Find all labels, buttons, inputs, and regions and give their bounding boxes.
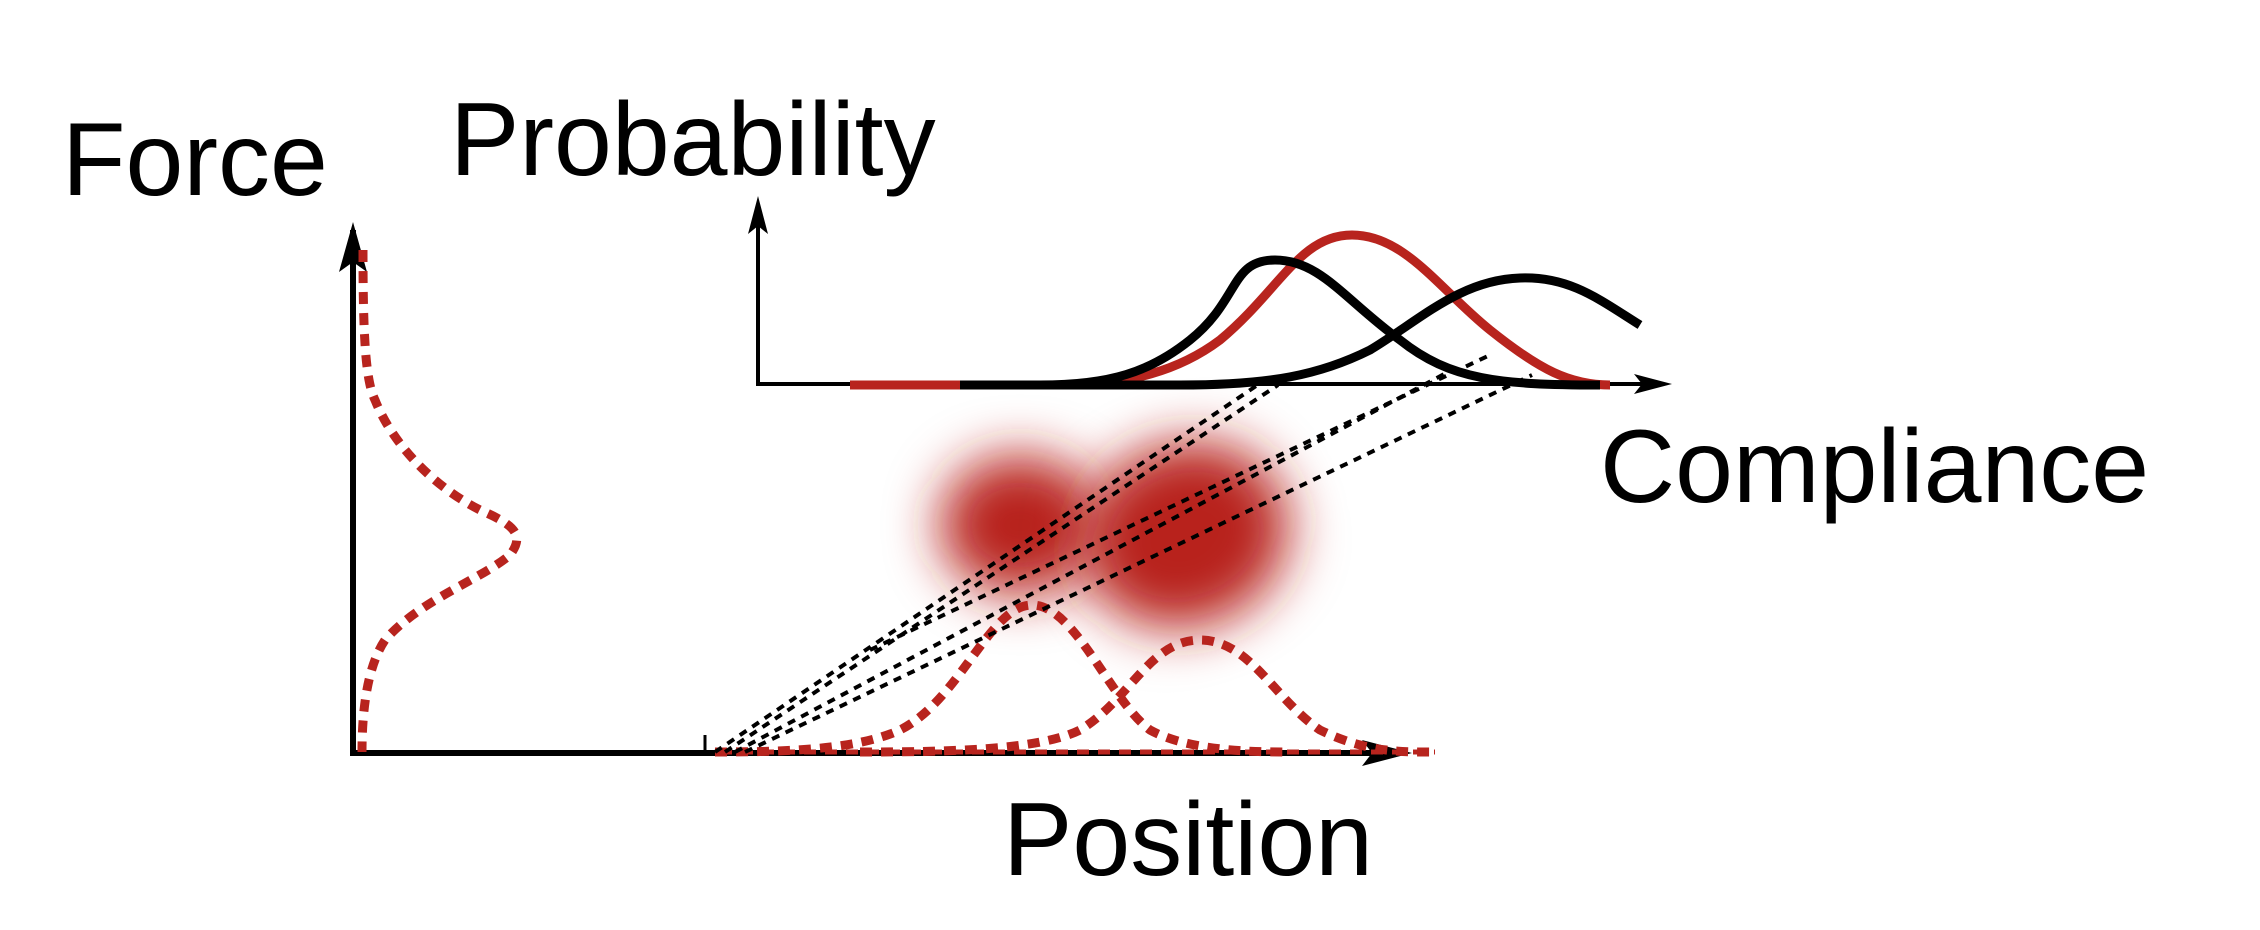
projection-lines [713,353,1533,754]
position-label: Position [1003,782,1373,898]
compliance-distribution-black-1 [960,255,1601,390]
probability-label: Probability [450,82,936,198]
compliance-distribution-red [960,230,1611,390]
compliance-label: Compliance [1600,409,2149,525]
projection-line-4 [744,373,1533,754]
blob-group [940,441,1289,629]
force-label: Force [62,102,328,218]
projection-line-5 [869,353,1491,652]
blob-right [1081,441,1289,629]
projection-line-1 [713,380,1264,754]
force-distribution-curve [357,249,522,753]
compliance-axis-arrowhead [1634,374,1672,394]
projection-line-2 [723,383,1280,754]
blob-left [940,455,1100,595]
compliance-distribution-black-2 [960,273,1643,390]
probability-axis-arrowhead [748,196,768,234]
position-axis-arrowhead [1362,740,1412,766]
position-distribution-right [859,635,1431,757]
